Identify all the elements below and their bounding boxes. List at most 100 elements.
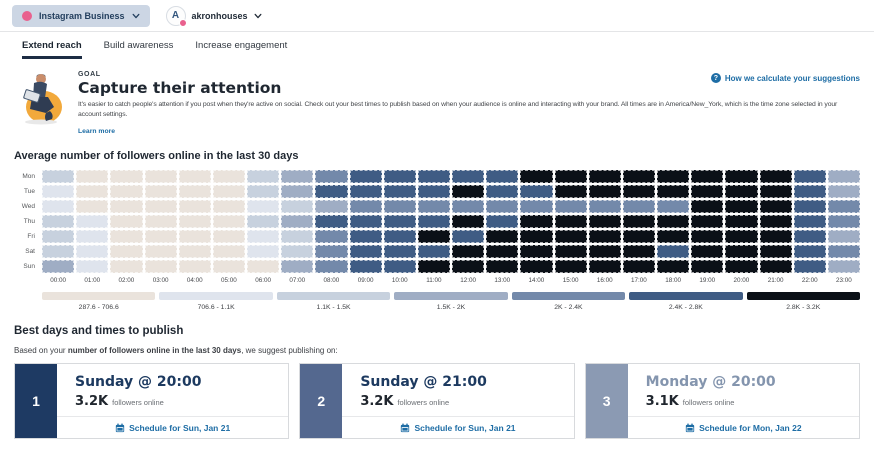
- heatmap-cell[interactable]: [520, 200, 553, 214]
- heatmap-cell[interactable]: [281, 215, 314, 229]
- heatmap-cell[interactable]: [691, 230, 724, 244]
- heatmap-cell[interactable]: [110, 170, 143, 184]
- heatmap-cell[interactable]: [315, 185, 348, 199]
- heatmap-cell[interactable]: [178, 170, 211, 184]
- heatmap-cell[interactable]: [417, 170, 450, 184]
- heatmap-cell[interactable]: [383, 245, 416, 259]
- heatmap-cell[interactable]: [520, 185, 553, 199]
- heatmap-cell[interactable]: [281, 260, 314, 274]
- heatmap-cell[interactable]: [691, 260, 724, 274]
- heatmap-cell[interactable]: [691, 170, 724, 184]
- heatmap-cell[interactable]: [588, 170, 621, 184]
- heatmap-cell[interactable]: [42, 200, 75, 214]
- heatmap-cell[interactable]: [520, 215, 553, 229]
- heatmap-cell[interactable]: [452, 200, 485, 214]
- heatmap-cell[interactable]: [827, 170, 860, 184]
- heatmap-cell[interactable]: [178, 215, 211, 229]
- heatmap-cell[interactable]: [622, 245, 655, 259]
- heatmap-cell[interactable]: [212, 245, 245, 259]
- heatmap-cell[interactable]: [144, 185, 177, 199]
- heatmap-cell[interactable]: [657, 170, 690, 184]
- heatmap-cell[interactable]: [315, 260, 348, 274]
- heatmap-cell[interactable]: [247, 170, 280, 184]
- heatmap-cell[interactable]: [42, 260, 75, 274]
- heatmap-cell[interactable]: [42, 185, 75, 199]
- heatmap-cell[interactable]: [417, 200, 450, 214]
- heatmap-cell[interactable]: [452, 185, 485, 199]
- heatmap-cell[interactable]: [110, 215, 143, 229]
- heatmap-cell[interactable]: [144, 245, 177, 259]
- heatmap-cell[interactable]: [110, 245, 143, 259]
- heatmap-cell[interactable]: [76, 200, 109, 214]
- heatmap-cell[interactable]: [110, 185, 143, 199]
- tab-build-awareness[interactable]: Build awareness: [103, 39, 174, 51]
- heatmap-cell[interactable]: [725, 260, 758, 274]
- heatmap-cell[interactable]: [486, 230, 519, 244]
- heatmap-cell[interactable]: [554, 185, 587, 199]
- heatmap-cell[interactable]: [486, 170, 519, 184]
- heatmap-cell[interactable]: [554, 260, 587, 274]
- heatmap-cell[interactable]: [793, 215, 826, 229]
- heatmap-cell[interactable]: [383, 260, 416, 274]
- heatmap-cell[interactable]: [759, 245, 792, 259]
- heatmap-cell[interactable]: [110, 230, 143, 244]
- heatmap-cell[interactable]: [725, 215, 758, 229]
- heatmap-cell[interactable]: [827, 260, 860, 274]
- heatmap-cell[interactable]: [759, 215, 792, 229]
- heatmap-cell[interactable]: [417, 230, 450, 244]
- heatmap-cell[interactable]: [520, 260, 553, 274]
- heatmap-cell[interactable]: [759, 170, 792, 184]
- heatmap-cell[interactable]: [759, 200, 792, 214]
- heatmap-cell[interactable]: [281, 170, 314, 184]
- heatmap-cell[interactable]: [486, 200, 519, 214]
- heatmap-cell[interactable]: [588, 215, 621, 229]
- heatmap-cell[interactable]: [178, 185, 211, 199]
- heatmap-cell[interactable]: [554, 215, 587, 229]
- heatmap-cell[interactable]: [110, 200, 143, 214]
- tab-increase-engagement[interactable]: Increase engagement: [195, 39, 288, 51]
- heatmap-cell[interactable]: [588, 245, 621, 259]
- heatmap-cell[interactable]: [349, 170, 382, 184]
- heatmap-cell[interactable]: [417, 215, 450, 229]
- heatmap-cell[interactable]: [417, 245, 450, 259]
- heatmap-cell[interactable]: [486, 260, 519, 274]
- heatmap-cell[interactable]: [827, 230, 860, 244]
- heatmap-cell[interactable]: [622, 230, 655, 244]
- heatmap-cell[interactable]: [178, 245, 211, 259]
- heatmap-cell[interactable]: [281, 230, 314, 244]
- heatmap-cell[interactable]: [315, 230, 348, 244]
- heatmap-cell[interactable]: [247, 245, 280, 259]
- heatmap-cell[interactable]: [827, 200, 860, 214]
- heatmap-cell[interactable]: [554, 230, 587, 244]
- heatmap-cell[interactable]: [827, 245, 860, 259]
- heatmap-cell[interactable]: [178, 230, 211, 244]
- heatmap-cell[interactable]: [383, 215, 416, 229]
- heatmap-cell[interactable]: [657, 260, 690, 274]
- heatmap-cell[interactable]: [383, 230, 416, 244]
- heatmap-cell[interactable]: [588, 260, 621, 274]
- heatmap-cell[interactable]: [144, 230, 177, 244]
- heatmap-cell[interactable]: [417, 185, 450, 199]
- heatmap-cell[interactable]: [144, 215, 177, 229]
- heatmap-cell[interactable]: [622, 170, 655, 184]
- heatmap-cell[interactable]: [383, 170, 416, 184]
- heatmap-cell[interactable]: [144, 200, 177, 214]
- heatmap-cell[interactable]: [349, 185, 382, 199]
- heatmap-cell[interactable]: [349, 245, 382, 259]
- heatmap-cell[interactable]: [42, 245, 75, 259]
- heatmap-cell[interactable]: [793, 170, 826, 184]
- heatmap-cell[interactable]: [452, 230, 485, 244]
- heatmap-cell[interactable]: [622, 215, 655, 229]
- network-selector[interactable]: Instagram Business: [12, 4, 150, 27]
- account-selector[interactable]: A akronhouses: [165, 5, 262, 27]
- heatmap-cell[interactable]: [76, 260, 109, 274]
- heatmap-cell[interactable]: [76, 230, 109, 244]
- heatmap-cell[interactable]: [349, 260, 382, 274]
- heatmap-cell[interactable]: [212, 260, 245, 274]
- heatmap-cell[interactable]: [725, 200, 758, 214]
- heatmap-cell[interactable]: [554, 245, 587, 259]
- heatmap-cell[interactable]: [554, 170, 587, 184]
- heatmap-cell[interactable]: [247, 185, 280, 199]
- heatmap-cell[interactable]: [793, 230, 826, 244]
- heatmap-cell[interactable]: [349, 230, 382, 244]
